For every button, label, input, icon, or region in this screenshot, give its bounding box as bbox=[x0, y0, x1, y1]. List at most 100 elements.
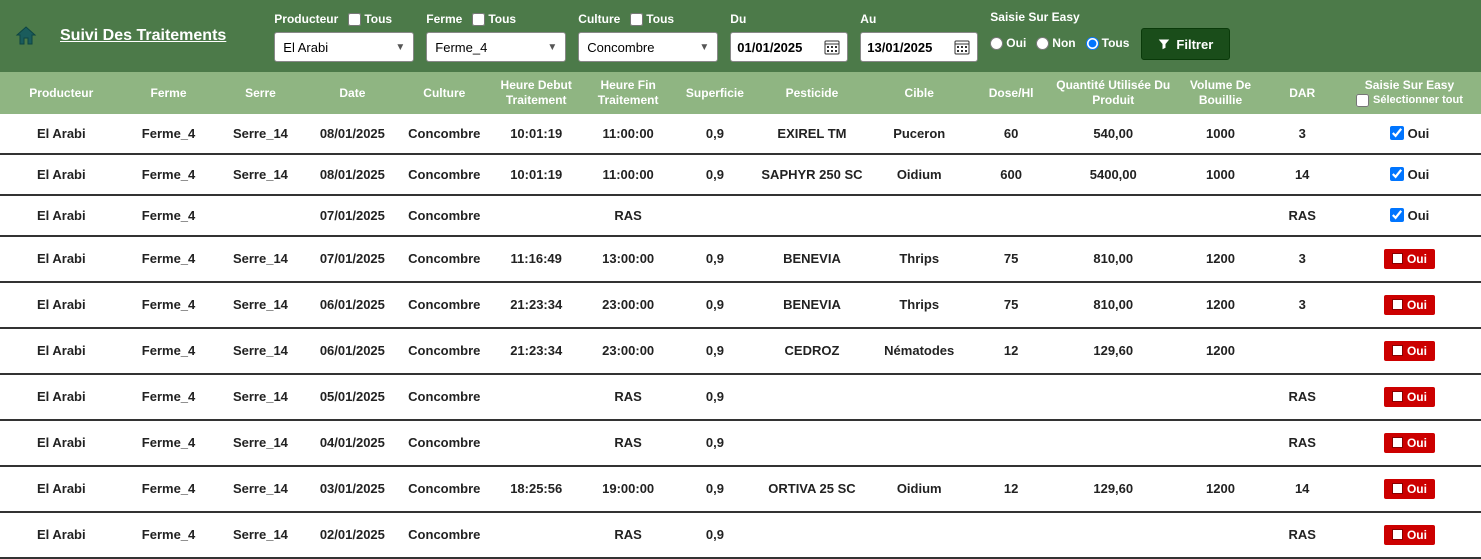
radio-tous[interactable]: Tous bbox=[1086, 36, 1130, 50]
col-date[interactable]: Date bbox=[306, 72, 398, 114]
date-du[interactable]: 01/01/2025 bbox=[730, 32, 848, 62]
tous-producteur[interactable]: Tous bbox=[348, 12, 392, 26]
page-title[interactable]: Suivi Des Traitements bbox=[60, 27, 226, 45]
table-cell: 0,9 bbox=[674, 236, 756, 282]
easy-checkbox[interactable] bbox=[1390, 208, 1404, 222]
table-cell bbox=[674, 195, 756, 236]
table-cell: 3 bbox=[1266, 282, 1337, 328]
col-pesticide[interactable]: Pesticide bbox=[756, 72, 868, 114]
table-row: El ArabiFerme_4Serre_1406/01/2025Concomb… bbox=[0, 328, 1481, 374]
table-cell: Ferme_4 bbox=[123, 195, 215, 236]
topbar: Suivi Des Traitements Producteur Tous El… bbox=[0, 0, 1481, 72]
col-volume[interactable]: Volume De Bouillie bbox=[1175, 72, 1267, 114]
table-cell: 1000 bbox=[1175, 154, 1267, 195]
table-cell: 129,60 bbox=[1052, 328, 1175, 374]
table-cell: Ferme_4 bbox=[123, 154, 215, 195]
table-cell: El Arabi bbox=[0, 282, 123, 328]
table-cell: 04/01/2025 bbox=[306, 420, 398, 466]
table-cell: BENEVIA bbox=[756, 282, 868, 328]
table-cell: RAS bbox=[1266, 195, 1337, 236]
table-row: El ArabiFerme_4Serre_1402/01/2025Concomb… bbox=[0, 512, 1481, 558]
easy-cell: Oui bbox=[1338, 154, 1481, 195]
col-hfin[interactable]: Heure Fin Traitement bbox=[582, 72, 674, 114]
col-dar[interactable]: DAR bbox=[1266, 72, 1337, 114]
table-cell: Serre_14 bbox=[214, 420, 306, 466]
filter-culture: Culture Tous Concombre▼ bbox=[578, 10, 718, 62]
tous-culture[interactable]: Tous bbox=[630, 12, 674, 26]
table-cell: 11:00:00 bbox=[582, 114, 674, 154]
table-cell: 08/01/2025 bbox=[306, 154, 398, 195]
easy-badge[interactable]: Oui bbox=[1384, 387, 1435, 407]
filter-button[interactable]: Filtrer bbox=[1141, 28, 1230, 60]
col-hdebut[interactable]: Heure Debut Traitement bbox=[490, 72, 582, 114]
easy-checkbox[interactable] bbox=[1390, 126, 1404, 140]
filter-saisie: Saisie Sur Easy Oui Non Tous bbox=[990, 10, 1129, 58]
select-ferme[interactable]: Ferme_4▼ bbox=[426, 32, 566, 62]
col-qte[interactable]: Quantité Utilisée Du Produit bbox=[1052, 72, 1175, 114]
table-cell: CEDROZ bbox=[756, 328, 868, 374]
easy-badge[interactable]: Oui bbox=[1384, 433, 1435, 453]
col-culture[interactable]: Culture bbox=[398, 72, 490, 114]
select-all[interactable]: Sélectionner tout bbox=[1342, 94, 1477, 107]
table-cell: 14 bbox=[1266, 154, 1337, 195]
table-row: El ArabiFerme_4Serre_1406/01/2025Concomb… bbox=[0, 282, 1481, 328]
label-au: Au bbox=[860, 12, 876, 26]
filters: Producteur Tous El Arabi▼ Ferme Tous Fer… bbox=[274, 10, 1469, 62]
col-serre[interactable]: Serre bbox=[214, 72, 306, 114]
table-cell: Ferme_4 bbox=[123, 374, 215, 420]
table-cell: 02/01/2025 bbox=[306, 512, 398, 558]
col-dose[interactable]: Dose/Hl bbox=[970, 72, 1052, 114]
col-superficie[interactable]: Superficie bbox=[674, 72, 756, 114]
col-ferme[interactable]: Ferme bbox=[123, 72, 215, 114]
table-cell: 14 bbox=[1266, 466, 1337, 512]
table-row: El ArabiFerme_4Serre_1408/01/2025Concomb… bbox=[0, 114, 1481, 154]
table-cell: 19:00:00 bbox=[582, 466, 674, 512]
table-cell: El Arabi bbox=[0, 236, 123, 282]
table-cell: 5400,00 bbox=[1052, 154, 1175, 195]
home-icon[interactable] bbox=[12, 22, 40, 50]
table-cell bbox=[1052, 374, 1175, 420]
table-cell: Concombre bbox=[398, 114, 490, 154]
date-au[interactable]: 13/01/2025 bbox=[860, 32, 978, 62]
select-producteur[interactable]: El Arabi▼ bbox=[274, 32, 414, 62]
easy-checkbox[interactable] bbox=[1390, 167, 1404, 181]
table-cell bbox=[868, 195, 970, 236]
table-cell: Concombre bbox=[398, 154, 490, 195]
table-cell: 0,9 bbox=[674, 114, 756, 154]
table-cell bbox=[1175, 195, 1267, 236]
table-cell: Ferme_4 bbox=[123, 420, 215, 466]
radio-oui[interactable]: Oui bbox=[990, 36, 1026, 50]
table-cell: EXIREL TM bbox=[756, 114, 868, 154]
easy-badge[interactable]: Oui bbox=[1384, 249, 1435, 269]
radio-non[interactable]: Non bbox=[1036, 36, 1075, 50]
table-cell: El Arabi bbox=[0, 466, 123, 512]
table-cell: 21:23:34 bbox=[490, 328, 582, 374]
easy-badge[interactable]: Oui bbox=[1384, 525, 1435, 545]
table-cell: El Arabi bbox=[0, 154, 123, 195]
table-cell: 12 bbox=[970, 328, 1052, 374]
table-cell bbox=[756, 420, 868, 466]
col-cible[interactable]: Cible bbox=[868, 72, 970, 114]
table-cell: 0,9 bbox=[674, 512, 756, 558]
table-cell: 06/01/2025 bbox=[306, 328, 398, 374]
filter-producteur: Producteur Tous El Arabi▼ bbox=[274, 10, 414, 62]
table-cell: Thrips bbox=[868, 282, 970, 328]
table-cell: 0,9 bbox=[674, 328, 756, 374]
table-cell: 1200 bbox=[1175, 236, 1267, 282]
table-cell: 07/01/2025 bbox=[306, 195, 398, 236]
easy-badge[interactable]: Oui bbox=[1384, 295, 1435, 315]
table-cell: 13:00:00 bbox=[582, 236, 674, 282]
table-cell bbox=[868, 512, 970, 558]
table-cell bbox=[970, 195, 1052, 236]
table-cell: Serre_14 bbox=[214, 374, 306, 420]
select-culture[interactable]: Concombre▼ bbox=[578, 32, 718, 62]
table-cell: 1200 bbox=[1175, 328, 1267, 374]
easy-badge[interactable]: Oui bbox=[1384, 479, 1435, 499]
tous-ferme[interactable]: Tous bbox=[472, 12, 516, 26]
table-cell: RAS bbox=[582, 374, 674, 420]
col-producteur[interactable]: Producteur bbox=[0, 72, 123, 114]
easy-badge[interactable]: Oui bbox=[1384, 341, 1435, 361]
table-cell: 03/01/2025 bbox=[306, 466, 398, 512]
treatments-table: Producteur Ferme Serre Date Culture Heur… bbox=[0, 72, 1481, 559]
table-cell: 05/01/2025 bbox=[306, 374, 398, 420]
